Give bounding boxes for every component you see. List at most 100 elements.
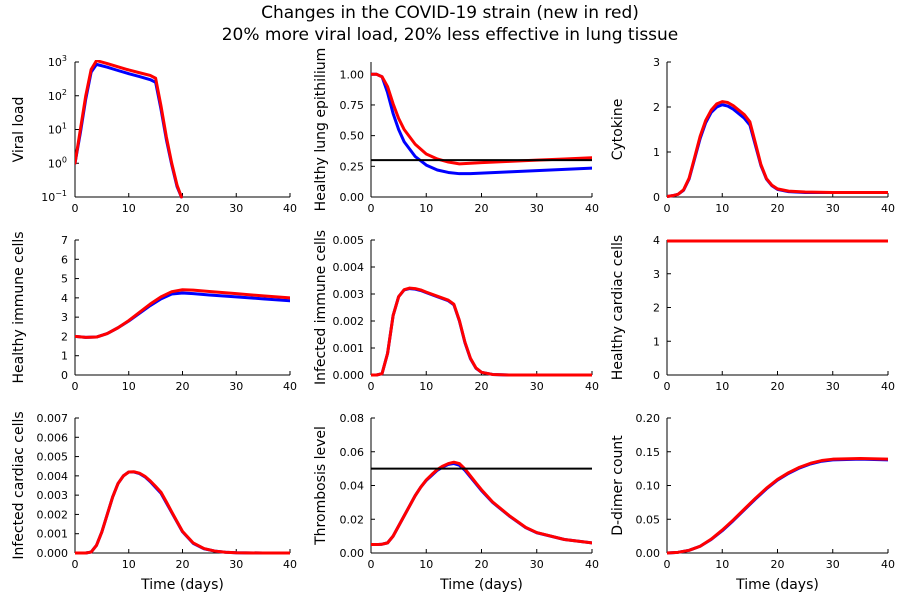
y-tick-exponent: 1 — [62, 122, 67, 131]
y-tick-label: 3 — [653, 268, 660, 281]
x-tick-label: 0 — [72, 202, 79, 215]
subplot-7: 0 10 20 30 40 0.000 0.001 0.002 0.003 0.004 0.005 0… — [11, 411, 297, 593]
y-tick-label: 101 — [48, 122, 67, 137]
x-tick-label: 20 — [176, 558, 190, 571]
series-line-original — [371, 72, 592, 176]
y-tick-label: 4 — [61, 292, 68, 305]
x-tick-label: 20 — [475, 558, 489, 571]
series-line-original — [667, 103, 888, 199]
x-tick-label: 30 — [229, 558, 243, 571]
y-tick-label: 1 — [653, 335, 660, 348]
subplot-4: 0 10 20 30 40 0 1 2 3 4 5 6 7 Healthy immune cells — [11, 231, 297, 393]
series-line-original — [667, 457, 888, 555]
y-tick-label: 0 — [61, 369, 68, 382]
y-tick-base: 10 — [48, 56, 62, 69]
series-line-new — [371, 460, 592, 547]
x-tick-label: 10 — [419, 558, 433, 571]
y-tick-label: 0.00 — [340, 191, 365, 204]
x-tick-label: 30 — [826, 558, 840, 571]
y-tick-label: 7 — [61, 234, 68, 247]
series-line-new — [667, 457, 888, 555]
x-tick-label: 30 — [229, 380, 243, 393]
x-tick-label: 20 — [771, 380, 785, 393]
x-axis-label: Time (days) — [735, 577, 819, 593]
plot-area — [75, 60, 183, 199]
series-line-new — [371, 286, 592, 377]
y-tick-label: 0.007 — [37, 412, 69, 425]
y-tick-label: 0.20 — [636, 412, 661, 425]
x-tick-label: 30 — [826, 202, 840, 215]
x-axis-label: Time (days) — [439, 577, 523, 593]
x-tick-label: 10 — [419, 380, 433, 393]
x-tick-label: 30 — [826, 380, 840, 393]
y-tick-label: 0.25 — [340, 160, 365, 173]
y-tick-exponent: −1 — [55, 189, 67, 198]
series-line-original — [75, 291, 290, 339]
x-tick-label: 30 — [530, 202, 544, 215]
x-tick-label: 40 — [585, 558, 599, 571]
y-tick-exponent: 3 — [62, 54, 67, 63]
x-tick-label: 40 — [585, 380, 599, 393]
y-tick-label: 0.006 — [37, 431, 69, 444]
y-tick-label: 4 — [653, 234, 660, 247]
y-tick-label: 3 — [653, 56, 660, 69]
x-tick-label: 10 — [715, 380, 729, 393]
y-tick-label: 102 — [48, 88, 67, 103]
subplot-2: 0 10 20 30 40 0.00 0.25 0.50 0.75 1.00 Healthy lun… — [313, 48, 599, 215]
y-tick-label: 0 — [653, 369, 660, 382]
y-tick-label: 0.50 — [340, 130, 365, 143]
y-tick-label: 1 — [61, 350, 68, 363]
y-axis-label: D-dimer count — [610, 435, 626, 536]
y-axis-label: Viral load — [11, 97, 27, 163]
x-tick-label: 20 — [176, 202, 190, 215]
series-line-new — [75, 60, 183, 199]
y-tick-label: 0.005 — [37, 451, 69, 464]
plot-area — [371, 460, 592, 547]
subplot-9: 0 10 20 30 40 0.00 0.05 0.10 0.15 0.20 D-dimer cou… — [610, 412, 895, 593]
plot-area — [667, 100, 888, 199]
x-tick-label: 0 — [72, 380, 79, 393]
y-tick-label: 0.001 — [37, 528, 69, 541]
y-tick-label: 0.003 — [333, 288, 365, 301]
figure-title-line-1: Changes in the COVID-19 strain (new in r… — [261, 3, 639, 23]
y-tick-label: 103 — [48, 54, 67, 69]
y-tick-label: 6 — [61, 253, 68, 266]
x-tick-label: 10 — [419, 202, 433, 215]
y-axis-label: Infected immune cells — [313, 230, 329, 385]
y-tick-label: 0.004 — [333, 261, 365, 274]
y-axis-label: Cytokine — [610, 99, 626, 161]
y-tick-label: 0.001 — [333, 342, 365, 355]
y-tick-base: 10 — [48, 157, 62, 170]
y-tick-label: 0.002 — [37, 508, 69, 521]
y-tick-label: 0.04 — [340, 480, 365, 493]
y-tick-label: 1 — [653, 146, 660, 159]
x-tick-label: 10 — [122, 202, 136, 215]
y-tick-label: 0.06 — [340, 446, 365, 459]
y-tick-exponent: 2 — [62, 88, 67, 97]
subplot-3: 0 10 20 30 40 0 1 2 3 Cytokine — [610, 56, 895, 215]
x-tick-label: 30 — [530, 558, 544, 571]
y-tick-label: 10−1 — [41, 189, 67, 204]
plot-area — [667, 457, 888, 555]
x-tick-label: 0 — [368, 558, 375, 571]
x-tick-label: 40 — [881, 202, 895, 215]
x-tick-label: 20 — [176, 380, 190, 393]
x-tick-label: 40 — [881, 380, 895, 393]
x-tick-label: 20 — [475, 380, 489, 393]
y-tick-label: 100 — [48, 155, 67, 170]
y-tick-label: 0.000 — [37, 547, 69, 560]
y-axis-label: Thrombosis level — [313, 426, 329, 546]
x-tick-label: 10 — [122, 380, 136, 393]
x-tick-label: 40 — [283, 380, 297, 393]
x-axis-label: Time (days) — [140, 577, 224, 593]
y-tick-label: 0.002 — [333, 315, 365, 328]
subplot-6: 0 10 20 30 40 0 1 2 3 4 Healthy cardiac cells — [610, 234, 895, 393]
y-tick-label: 2 — [653, 302, 660, 315]
y-tick-label: 3 — [61, 311, 68, 324]
y-tick-label: 0.08 — [340, 412, 365, 425]
subplot-8: 0 10 20 30 40 0.00 0.02 0.04 0.06 0.08 Thrombosis … — [313, 412, 599, 593]
y-tick-label: 0.00 — [636, 547, 661, 560]
subplot-5: 0 10 20 30 40 0.000 0.001 0.002 0.003 0.004 0.005 I… — [313, 230, 599, 393]
